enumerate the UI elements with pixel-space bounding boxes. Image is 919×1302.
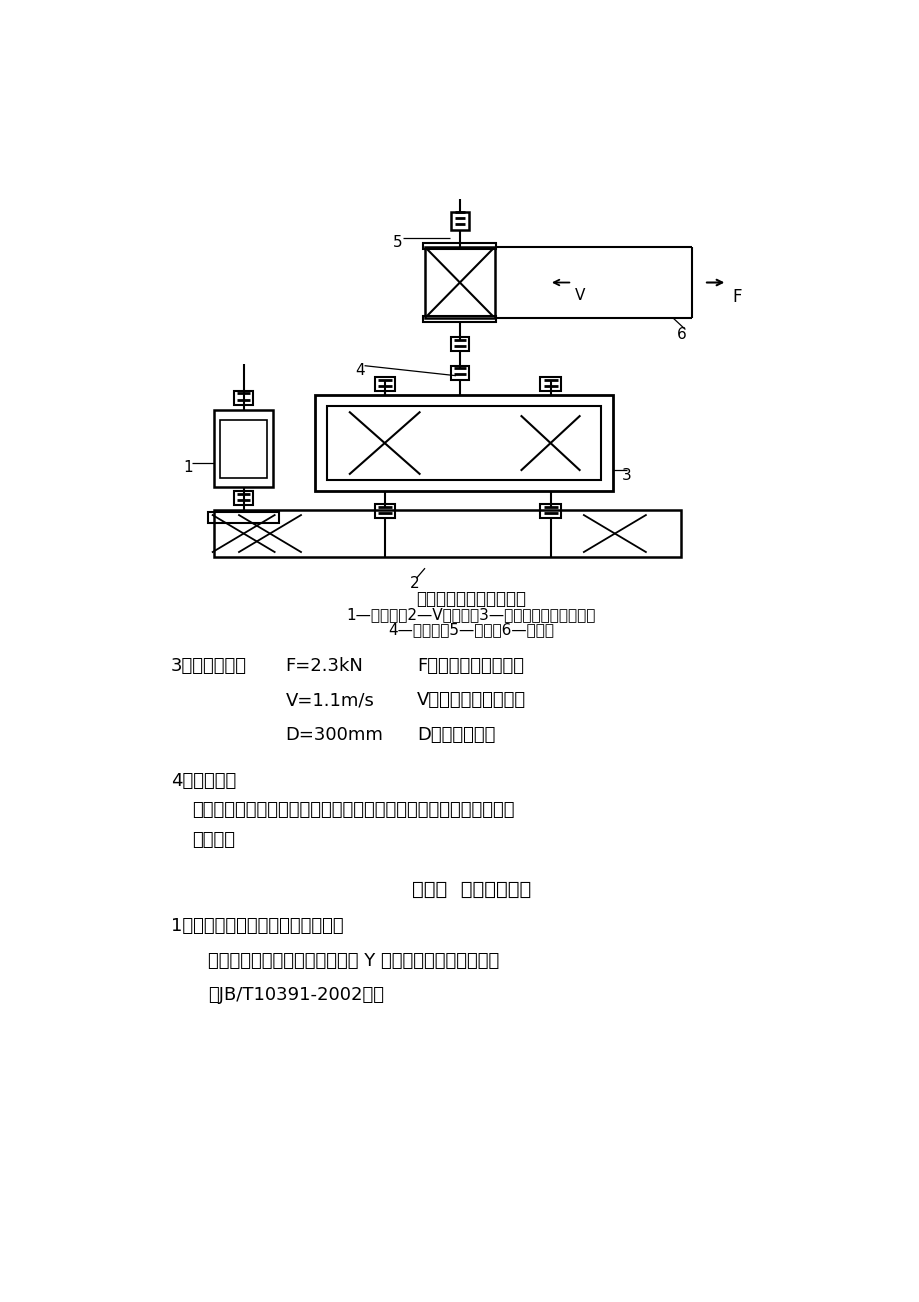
Text: 5: 5 <box>392 234 402 250</box>
Bar <box>234 391 253 405</box>
Text: 2: 2 <box>409 575 419 591</box>
Bar <box>374 378 394 391</box>
Text: 连续单向运转，空载启动，工作时有轻微震动，工作年限８年，两班: 连续单向运转，空载启动，工作时有轻微震动，工作年限８年，两班 <box>192 802 515 819</box>
Bar <box>450 337 469 352</box>
Bar <box>214 510 680 557</box>
Text: （JB/T10391-2002）。: （JB/T10391-2002）。 <box>208 987 383 1004</box>
Text: 1—电动机；2—V带传动；3—单击圆柱齿轮减速器；: 1—电动机；2—V带传动；3—单击圆柱齿轮减速器； <box>346 607 596 621</box>
Bar <box>425 247 494 318</box>
Text: F：输送带工作拉力；: F：输送带工作拉力； <box>417 656 524 674</box>
Text: V=1.1m/s: V=1.1m/s <box>285 691 374 710</box>
Text: 4—联轴器；5—滚筒；6—输送带: 4—联轴器；5—滚筒；6—输送带 <box>388 622 554 637</box>
Bar <box>450 212 469 230</box>
Text: 4、工作条件: 4、工作条件 <box>171 772 236 790</box>
Bar <box>423 243 495 250</box>
Text: D：滚筒直径。: D：滚筒直径。 <box>417 727 495 743</box>
Bar <box>208 512 279 523</box>
Text: V: V <box>574 288 584 303</box>
Text: D=300mm: D=300mm <box>285 727 383 743</box>
Bar <box>423 315 495 322</box>
Bar <box>214 410 273 487</box>
Bar <box>539 378 560 391</box>
Text: F: F <box>732 288 742 306</box>
Text: 4: 4 <box>355 362 365 378</box>
Text: 1: 1 <box>183 461 193 475</box>
Bar <box>221 419 267 478</box>
Bar <box>539 504 560 518</box>
Bar <box>374 504 394 518</box>
Text: V：输送带工作速度；: V：输送带工作速度； <box>417 691 526 710</box>
Text: 1、电动机类型和结构型式的选择：: 1、电动机类型和结构型式的选择： <box>171 917 343 935</box>
Bar <box>450 366 469 380</box>
Text: 3: 3 <box>621 469 631 483</box>
Text: F=2.3kN: F=2.3kN <box>285 656 363 674</box>
Text: 按已知的工作要求和条件，选用 Y 系列三相交流异步电动机: 按已知的工作要求和条件，选用 Y 系列三相交流异步电动机 <box>208 952 499 970</box>
Text: 制工作。: 制工作。 <box>192 831 235 849</box>
Text: 6: 6 <box>676 327 686 342</box>
Bar <box>314 395 612 491</box>
Bar <box>234 491 253 505</box>
Bar <box>326 406 600 479</box>
Text: 第三章  电动机的选择: 第三章 电动机的选择 <box>412 880 530 900</box>
Text: 带式输送机传动系统简图: 带式输送机传动系统简图 <box>416 590 526 608</box>
Text: 3、原始数据：: 3、原始数据： <box>171 656 246 674</box>
